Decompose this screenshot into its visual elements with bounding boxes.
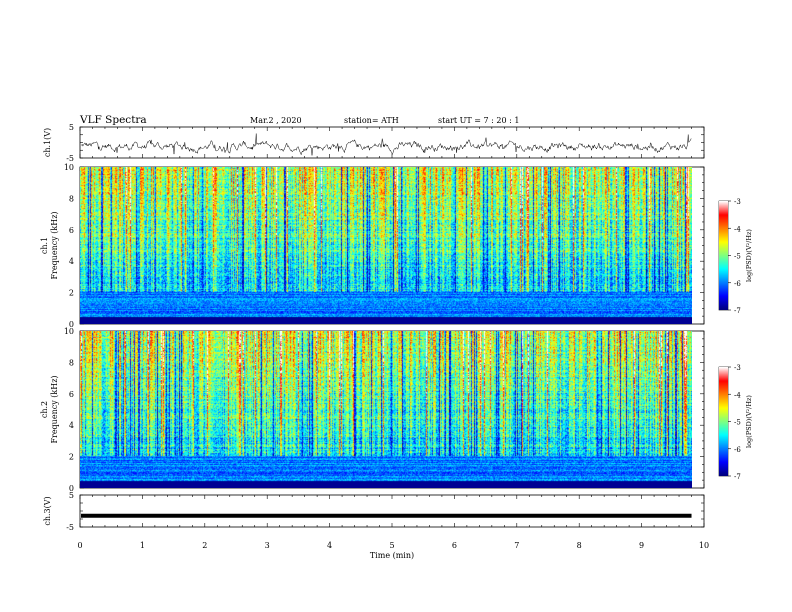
ch1-colorbar [719, 201, 728, 310]
x-tick-label: 7 [514, 541, 519, 550]
colorbar-tick-label: -5 [734, 419, 741, 427]
ch1-spectrogram [80, 167, 692, 324]
freq-tick-label: 0 [69, 484, 74, 493]
freq-tick-label: 4 [69, 421, 74, 430]
channel-label: ch.2 [40, 401, 49, 418]
x-tick-label: 10 [699, 541, 709, 550]
colorbar-tick-label: -5 [734, 253, 741, 261]
start-time-label: start UT = 7 : 20 : 1 [438, 116, 520, 125]
x-tick-label: 9 [639, 541, 644, 550]
colorbar-tick-label: -3 [734, 364, 741, 372]
date-label: Mar.2 , 2020 [250, 116, 302, 125]
freq-tick-label: 6 [69, 226, 74, 235]
colorbar-label: log(PSD)(V²/Hz) [745, 395, 753, 448]
x-tick-label: 6 [452, 541, 457, 550]
x-tick-label: 0 [77, 541, 82, 550]
panel-frame-4 [79, 494, 705, 528]
freq-tick-label: 6 [69, 390, 74, 399]
colorbar-tick-label: -4 [734, 225, 741, 233]
x-tick-label: 4 [327, 541, 332, 550]
colorbar-tick-label: -4 [734, 391, 741, 399]
channel-label: ch.1 [40, 237, 49, 254]
y-tick-label: 5 [69, 491, 74, 500]
freq-tick-label: 4 [69, 257, 74, 266]
colorbar-tick-label: -6 [734, 280, 741, 288]
plot-title: VLF Spectra [80, 114, 147, 126]
ch2-spectrogram [80, 331, 692, 488]
freq-tick-label: 2 [69, 289, 74, 298]
freq-tick-label: 8 [69, 358, 74, 367]
y-tick-label: -5 [66, 154, 74, 163]
colorbar-tick-label: -3 [734, 198, 741, 206]
x-tick-label: 2 [202, 541, 207, 550]
ch2-colorbar [719, 367, 728, 476]
freq-axis-label: Frequency (kHz) [50, 211, 59, 279]
freq-tick-label: 2 [69, 453, 74, 462]
freq-tick-label: 10 [64, 327, 74, 336]
panel-ylabel: ch.1(V) [43, 128, 52, 157]
colorbar-label: log(PSD)(V²/Hz) [745, 229, 753, 282]
colorbar-tick-label: -6 [734, 446, 741, 454]
x-axis-label: Time (min) [370, 551, 414, 560]
freq-tick-label: 0 [69, 320, 74, 329]
x-tick-label: 5 [389, 541, 394, 550]
colorbar-tick-label: -7 [734, 307, 741, 315]
y-tick-label: -5 [66, 523, 74, 532]
station-label: station= ATH [344, 116, 399, 125]
ch1-waveform-line [80, 133, 692, 156]
x-tick-label: 3 [265, 541, 270, 550]
freq-tick-label: 8 [69, 194, 74, 203]
x-tick-label: 8 [577, 541, 582, 550]
freq-axis-label: Frequency (kHz) [50, 375, 59, 443]
freq-tick-label: 10 [64, 163, 74, 172]
colorbar-tick-label: -7 [734, 473, 741, 481]
x-tick-label: 1 [140, 541, 145, 550]
y-tick-label: 5 [69, 123, 74, 132]
panel-ylabel: ch.3(V) [43, 496, 52, 525]
